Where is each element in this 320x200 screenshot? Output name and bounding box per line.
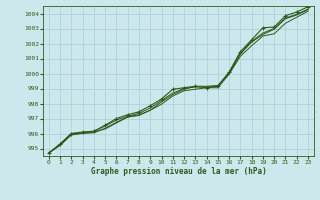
X-axis label: Graphe pression niveau de la mer (hPa): Graphe pression niveau de la mer (hPa) [91, 167, 266, 176]
